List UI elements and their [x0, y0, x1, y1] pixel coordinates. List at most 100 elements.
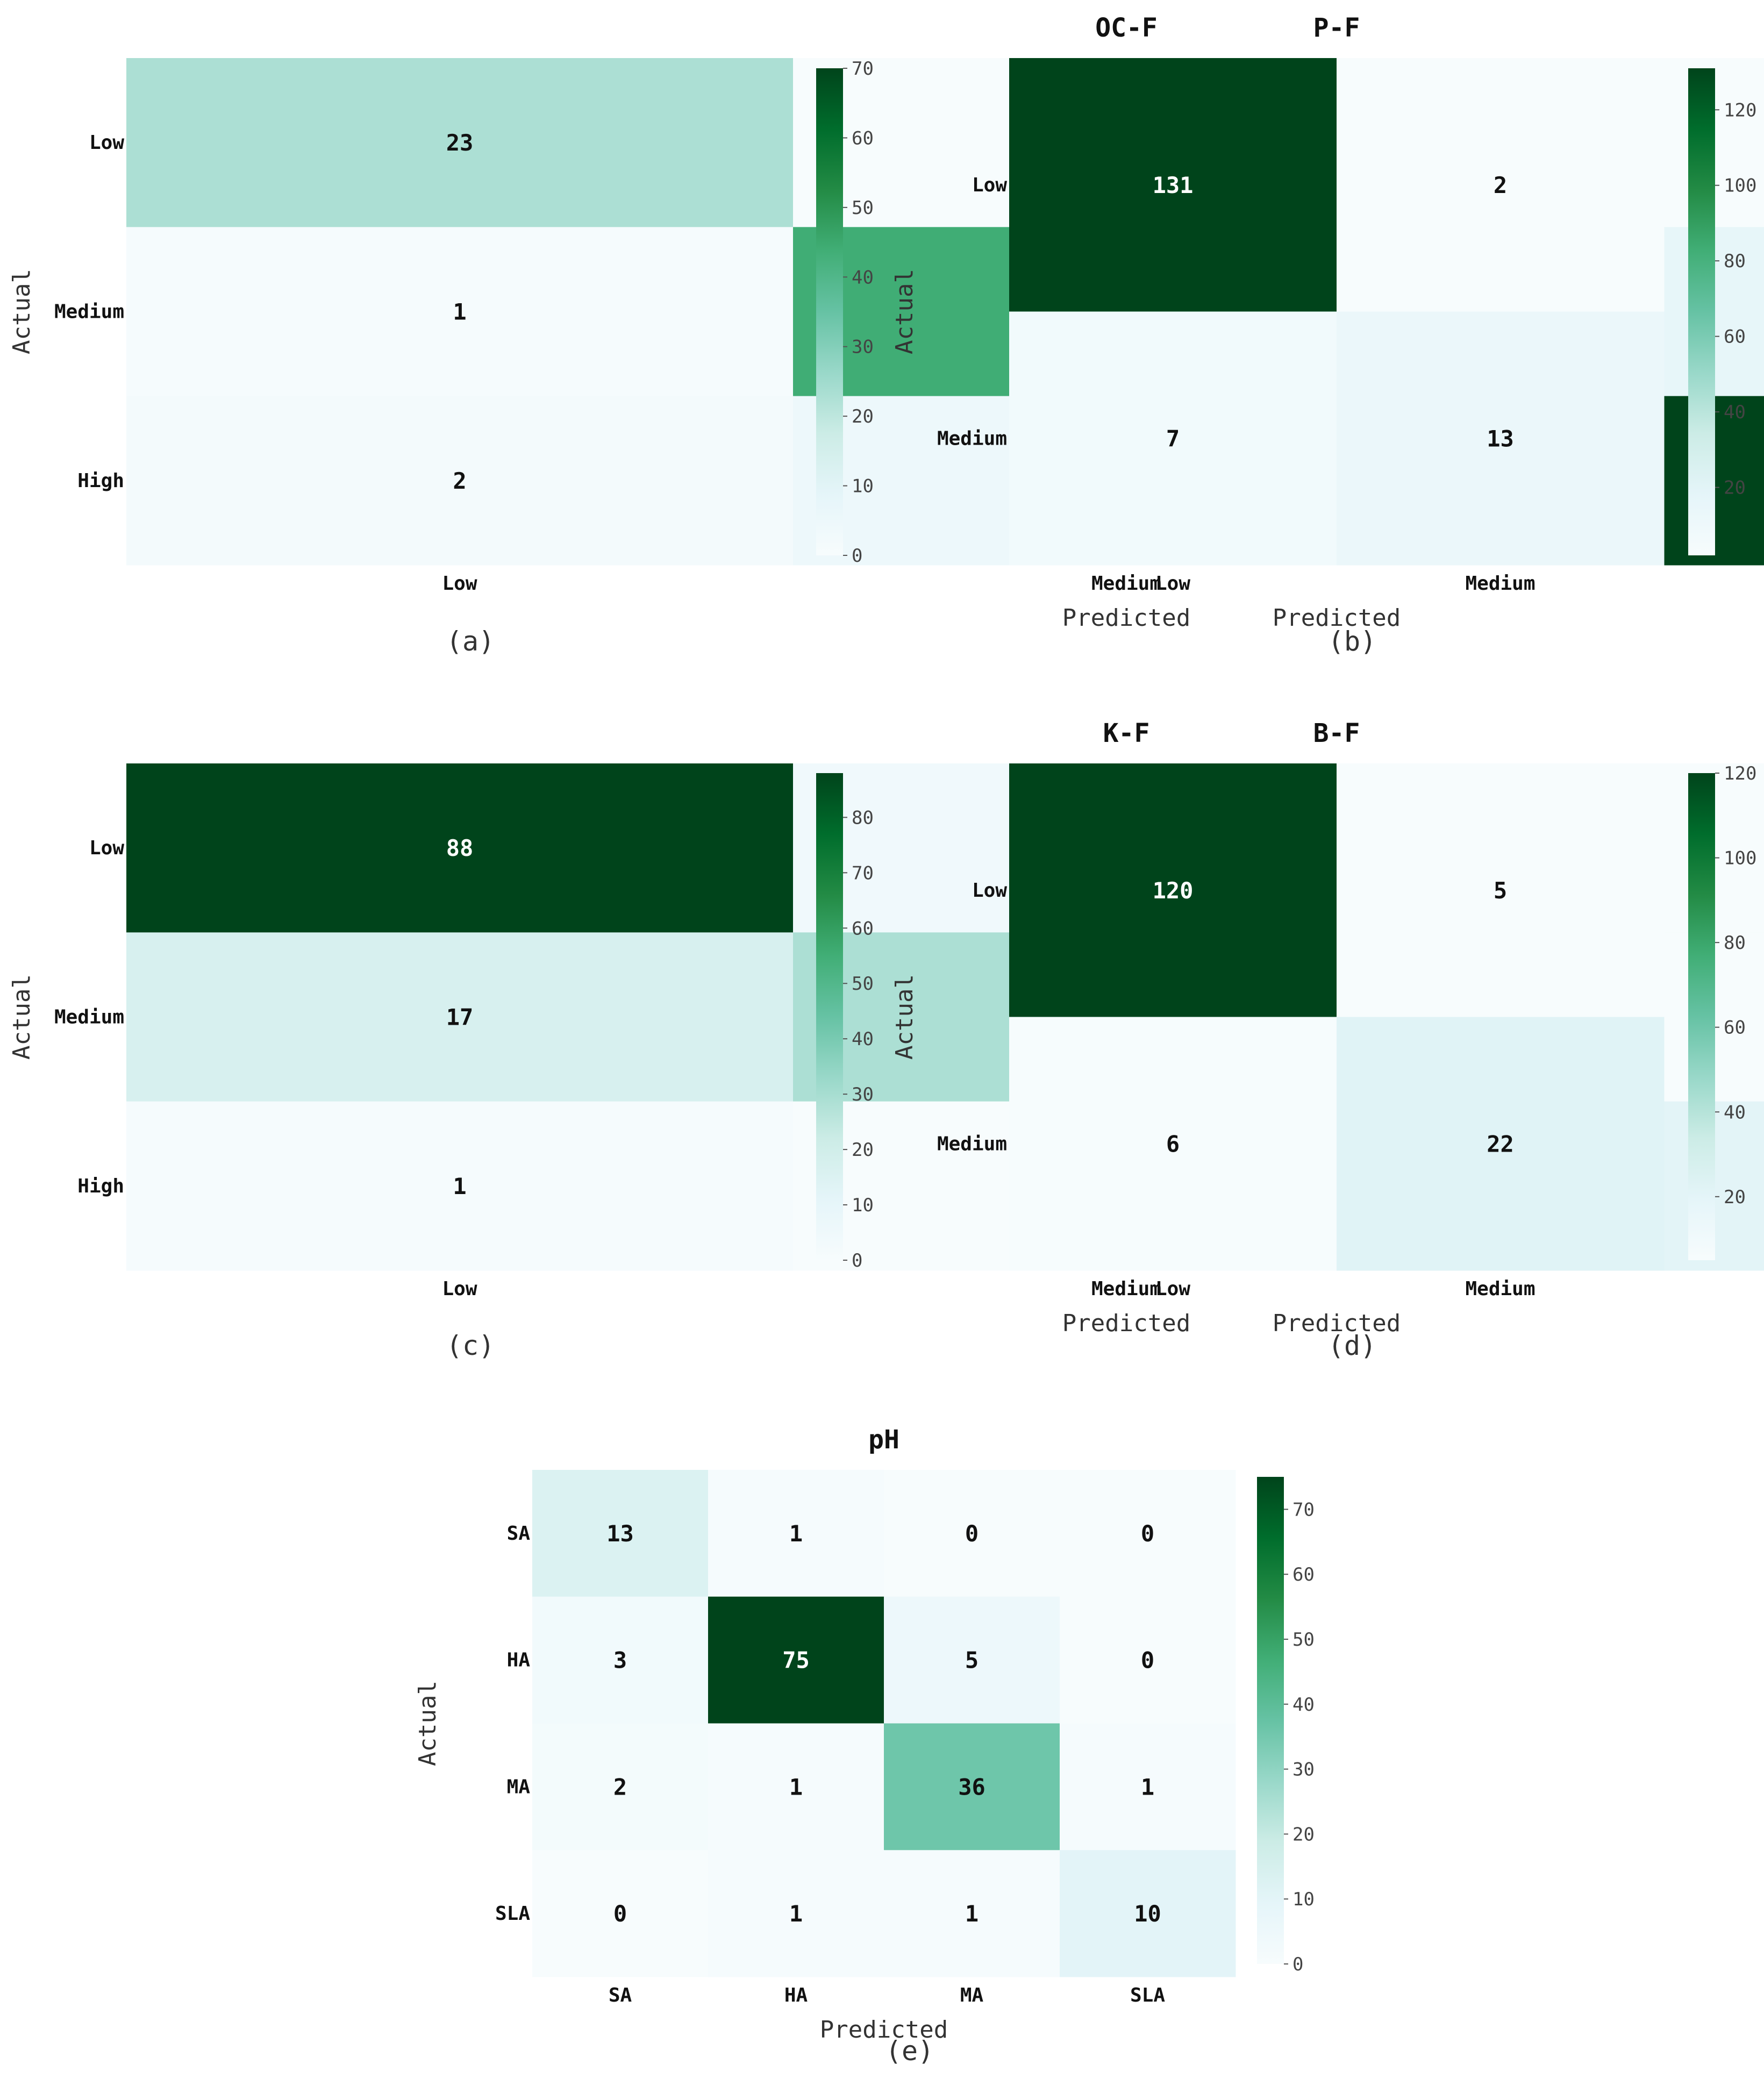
row-tick-label: Medium	[937, 1133, 1007, 1155]
row-tick-label: Low	[972, 174, 1007, 196]
cell-value-label: 1	[789, 1774, 803, 1800]
colorbar-tick-label: 50	[1292, 1629, 1315, 1651]
heatmap-cell	[884, 1850, 1060, 1977]
cell-value-label: 36	[958, 1774, 985, 1800]
row-tick-label: SA	[507, 1523, 531, 1545]
subfigure-label: (c)	[446, 1330, 495, 1361]
colorbar	[816, 773, 843, 1260]
colorbar-tick-label: 60	[1724, 326, 1746, 348]
colorbar-tick-label: 50	[852, 197, 874, 219]
cell-value-label: 3	[613, 1647, 627, 1674]
colorbar-tick-label: 70	[852, 862, 874, 884]
heatmap-cell	[884, 1596, 1060, 1724]
cell-value-label: 2	[453, 468, 466, 494]
colorbar-tick-label: 100	[1724, 848, 1756, 869]
cell-value-label: 1	[453, 299, 466, 325]
heatmap-cell	[1060, 1723, 1236, 1851]
col-tick-label: SLA	[1130, 1984, 1165, 2006]
cell-value-label: 23	[446, 130, 474, 156]
panel-title: pH	[868, 1425, 899, 1455]
heatmap-cell	[1009, 58, 1337, 312]
cell-value-label: 2	[1494, 172, 1507, 198]
cell-value-label: 17	[446, 1004, 474, 1031]
colorbar-tick-label: 50	[852, 973, 874, 995]
col-tick-label: MA	[960, 1984, 984, 2006]
colorbar-tick-label: 0	[852, 1250, 862, 1271]
colorbar-tick-label: 30	[1292, 1759, 1315, 1781]
row-tick-label: MA	[507, 1776, 531, 1798]
subfigure-label: (b)	[1328, 626, 1376, 657]
colorbar-tick-label: 20	[1724, 477, 1746, 499]
col-tick-label: Low	[442, 1278, 477, 1300]
row-tick-label: High	[77, 470, 124, 492]
x-axis-label: Predicted	[1062, 604, 1190, 632]
colorbar-tick-label: 60	[852, 127, 874, 149]
col-tick-label: Low	[1155, 1278, 1190, 1300]
cell-value-label: 7	[1166, 425, 1180, 452]
cell-value-label: 1	[965, 1901, 979, 1927]
row-tick-label: SLA	[495, 1903, 530, 1925]
colorbar	[816, 68, 843, 555]
cell-value-label: 6	[1166, 1131, 1180, 1157]
colorbar-tick-label: 40	[852, 1028, 874, 1050]
colorbar-tick-label: 120	[1724, 99, 1756, 121]
cell-value-label: 75	[782, 1647, 810, 1674]
y-axis-label: Actual	[8, 974, 35, 1060]
cell-value-label: 13	[606, 1520, 634, 1547]
colorbar-tick-label: 30	[852, 337, 874, 358]
heatmap-cell	[126, 1101, 794, 1271]
colorbar-tick-label: 40	[852, 267, 874, 288]
heatmap-cell	[532, 1470, 709, 1597]
y-axis-label: Actual	[891, 974, 918, 1060]
cell-value-label: 0	[1141, 1647, 1154, 1674]
colorbar	[1688, 68, 1715, 555]
row-tick-label: High	[77, 1175, 124, 1197]
colorbar-tick-label: 120	[1724, 763, 1756, 784]
heatmap-cell	[126, 227, 794, 397]
heatmap-cell	[1009, 1017, 1337, 1271]
cell-value-label: 88	[446, 835, 474, 861]
cell-value-label: 1	[453, 1173, 466, 1199]
col-tick-label: Medium	[1091, 573, 1161, 595]
heatmap-cell	[884, 1723, 1060, 1851]
col-tick-label: Low	[1155, 573, 1190, 595]
panel-title: K-F	[1103, 718, 1150, 748]
cell-value-label: 1	[789, 1901, 803, 1927]
colorbar-tick-label: 70	[1292, 1499, 1315, 1520]
colorbar-tick-label: 60	[1292, 1564, 1315, 1585]
y-axis-label: Actual	[891, 269, 918, 354]
colorbar-tick-label: 70	[852, 58, 874, 80]
cell-value-label: 13	[1487, 425, 1514, 452]
cell-value-label: 0	[613, 1901, 627, 1927]
heatmap-cell	[1337, 763, 1665, 1017]
row-tick-label: Medium	[54, 1006, 124, 1028]
col-tick-label: Medium	[1465, 1278, 1535, 1300]
colorbar-tick-label: 20	[852, 1139, 874, 1161]
cell-value-label: 22	[1487, 1131, 1514, 1157]
y-axis-label: Actual	[8, 269, 35, 354]
heatmap-cell	[1060, 1850, 1236, 1977]
colorbar-tick-label: 10	[852, 1195, 874, 1216]
heatmap-cell	[126, 58, 794, 227]
colorbar-tick-label: 0	[852, 545, 862, 567]
colorbar-tick-label: 60	[1724, 1017, 1746, 1039]
x-axis-label: Predicted	[1273, 1310, 1401, 1337]
panel-title: OC-F	[1095, 13, 1158, 43]
colorbar-tick-label: 30	[852, 1084, 874, 1105]
heatmap-cell	[708, 1850, 884, 1977]
row-tick-label: HA	[507, 1649, 531, 1671]
colorbar	[1688, 773, 1715, 1260]
col-tick-label: Medium	[1465, 573, 1535, 595]
cell-value-label: 131	[1153, 172, 1194, 198]
colorbar-tick-label: 80	[1724, 251, 1746, 272]
colorbar-tick-label: 40	[1292, 1694, 1315, 1716]
heatmap-cell	[1337, 311, 1665, 566]
col-tick-label: Medium	[1091, 1278, 1161, 1300]
col-tick-label: Low	[442, 573, 477, 595]
cell-value-label: 1	[789, 1520, 803, 1547]
heatmap-cell	[126, 932, 794, 1102]
x-axis-label: Predicted	[1273, 604, 1401, 632]
